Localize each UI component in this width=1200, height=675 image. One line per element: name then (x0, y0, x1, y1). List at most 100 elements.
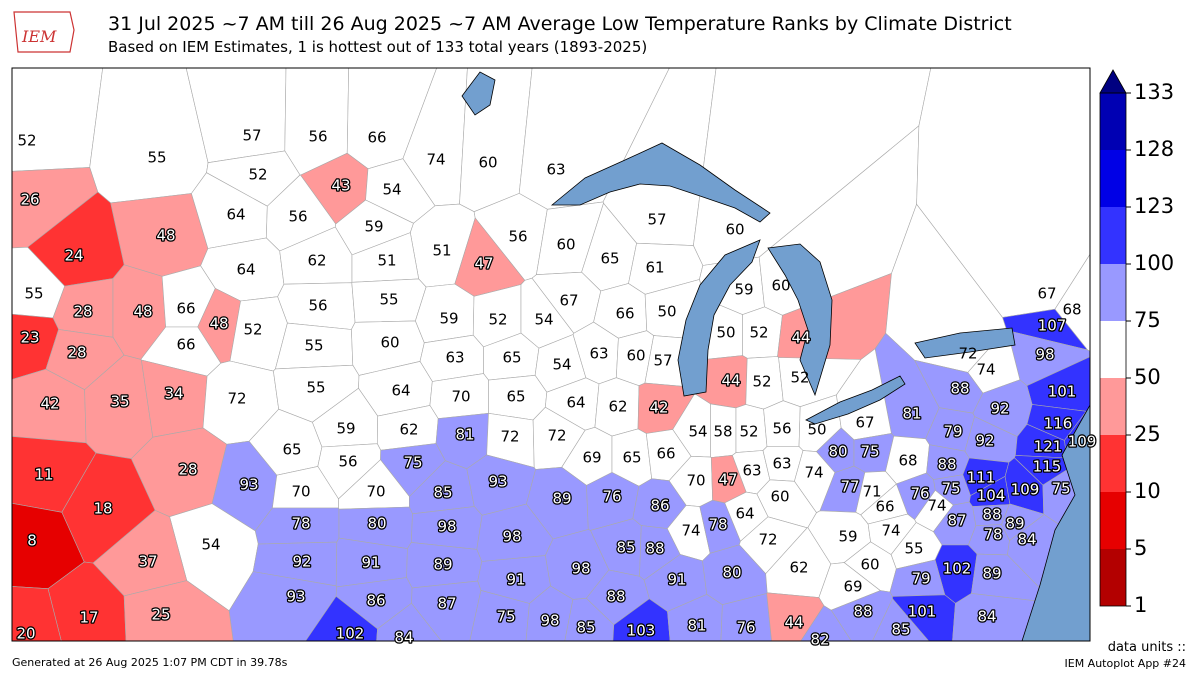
lake-ontario (914, 327, 1016, 359)
district-label: 87 (437, 595, 456, 613)
district-label: 92 (990, 400, 1009, 418)
district-label: 55 (304, 337, 323, 355)
district-label: 102 (943, 560, 972, 578)
district-label: 42 (40, 395, 59, 413)
district-label: 58 (713, 423, 732, 441)
district-label: 11 (34, 466, 53, 484)
district-label: 85 (576, 619, 595, 637)
district-label: 107 (1038, 317, 1067, 335)
district-label: 51 (432, 242, 451, 260)
district-label: 47 (474, 255, 493, 273)
district-label: 54 (552, 356, 571, 374)
district-label: 88 (853, 603, 872, 621)
district-label: 63 (772, 455, 791, 473)
district-label: 18 (93, 500, 112, 518)
district-label: 28 (67, 344, 86, 362)
district-label: 80 (828, 443, 847, 461)
district-label: 75 (1051, 480, 1070, 498)
district-label: 63 (445, 349, 464, 367)
district-label: 57 (647, 211, 666, 229)
district-label: 67 (1037, 285, 1056, 303)
district-label: 88 (645, 540, 664, 558)
colorbar-tick-label: 123 (1134, 194, 1174, 218)
district-label: 79 (943, 423, 962, 441)
district-label: 81 (687, 617, 706, 635)
district-label: 69 (582, 449, 601, 467)
district-label: 28 (178, 461, 197, 479)
district-label: 72 (547, 427, 566, 445)
district-label: 50 (657, 303, 676, 321)
district-label: 78 (708, 516, 727, 534)
colorbar-tick-label: 75 (1134, 308, 1161, 332)
district-label: 74 (426, 151, 445, 169)
district-label: 80 (722, 564, 741, 582)
district-label: 70 (686, 472, 705, 490)
district-label: 65 (502, 349, 521, 367)
district-label: 66 (367, 129, 386, 147)
district-label: 28 (73, 303, 92, 321)
district-label: 85 (433, 484, 452, 502)
district (89, 67, 209, 204)
district-label: 98 (540, 612, 559, 630)
district-label: 91 (506, 571, 525, 589)
district-label: 60 (626, 347, 645, 365)
district-label: 82 (810, 631, 829, 649)
district-label: 55 (306, 379, 325, 397)
district-label: 50 (807, 421, 826, 439)
district-label: 88 (937, 456, 956, 474)
district-label: 60 (771, 277, 790, 295)
district-label: 57 (653, 352, 672, 370)
district-label: 67 (559, 292, 578, 310)
district-label: 62 (399, 421, 418, 439)
district-label: 85 (616, 539, 635, 557)
colorbar-tick-label: 25 (1134, 422, 1161, 446)
app-id: IEM Autoplot App #24 (1065, 657, 1187, 670)
district (11, 67, 104, 172)
district-label: 61 (645, 259, 664, 277)
district-label: 65 (600, 250, 619, 268)
district-label: 93 (488, 473, 507, 491)
district-label: 81 (902, 405, 921, 423)
district-label: 68 (1062, 301, 1081, 319)
district-label: 60 (725, 221, 744, 239)
district-label: 24 (64, 247, 83, 265)
colorbar-tick-label: 1 (1134, 593, 1147, 617)
district-label: 64 (391, 382, 410, 400)
district-label: 121 (1034, 438, 1063, 456)
district-label: 62 (608, 398, 627, 416)
colorbar-tick-label: 5 (1134, 536, 1147, 560)
district-label: 57 (242, 127, 261, 145)
district-label: 37 (138, 553, 157, 571)
district-label: 84 (1017, 531, 1036, 549)
lake-winnipeg (461, 71, 496, 116)
district-label: 51 (377, 252, 396, 270)
district-label: 75 (941, 480, 960, 498)
district-label: 64 (226, 206, 245, 224)
district-label: 74 (681, 522, 700, 540)
district-label: 23 (20, 329, 39, 347)
district-label: 74 (927, 497, 946, 515)
district-label: 89 (552, 490, 571, 508)
district-label: 55 (379, 291, 398, 309)
district-label: 72 (500, 428, 519, 446)
district-label: 42 (649, 399, 668, 417)
district-label: 78 (983, 526, 1002, 544)
data-units: data units :: (1108, 640, 1186, 655)
district-label: 54 (534, 311, 553, 329)
district-label: 62 (307, 252, 326, 270)
district-label: 52 (739, 423, 758, 441)
district-label: 75 (496, 608, 515, 626)
district-label: 64 (735, 505, 754, 523)
district-label: 92 (292, 553, 311, 571)
colorbar-tick-label: 50 (1134, 365, 1161, 389)
district-label: 98 (502, 528, 521, 546)
district-label: 64 (236, 261, 255, 279)
district-label: 44 (791, 329, 810, 347)
district-label: 17 (79, 609, 98, 627)
district-label: 77 (840, 478, 859, 496)
district-label: 85 (891, 621, 910, 639)
district-label: 25 (151, 606, 170, 624)
footer-generated: Generated at 26 Aug 2025 1:07 PM CDT in … (12, 656, 288, 669)
district-label: 93 (239, 476, 258, 494)
district-label: 79 (911, 570, 930, 588)
